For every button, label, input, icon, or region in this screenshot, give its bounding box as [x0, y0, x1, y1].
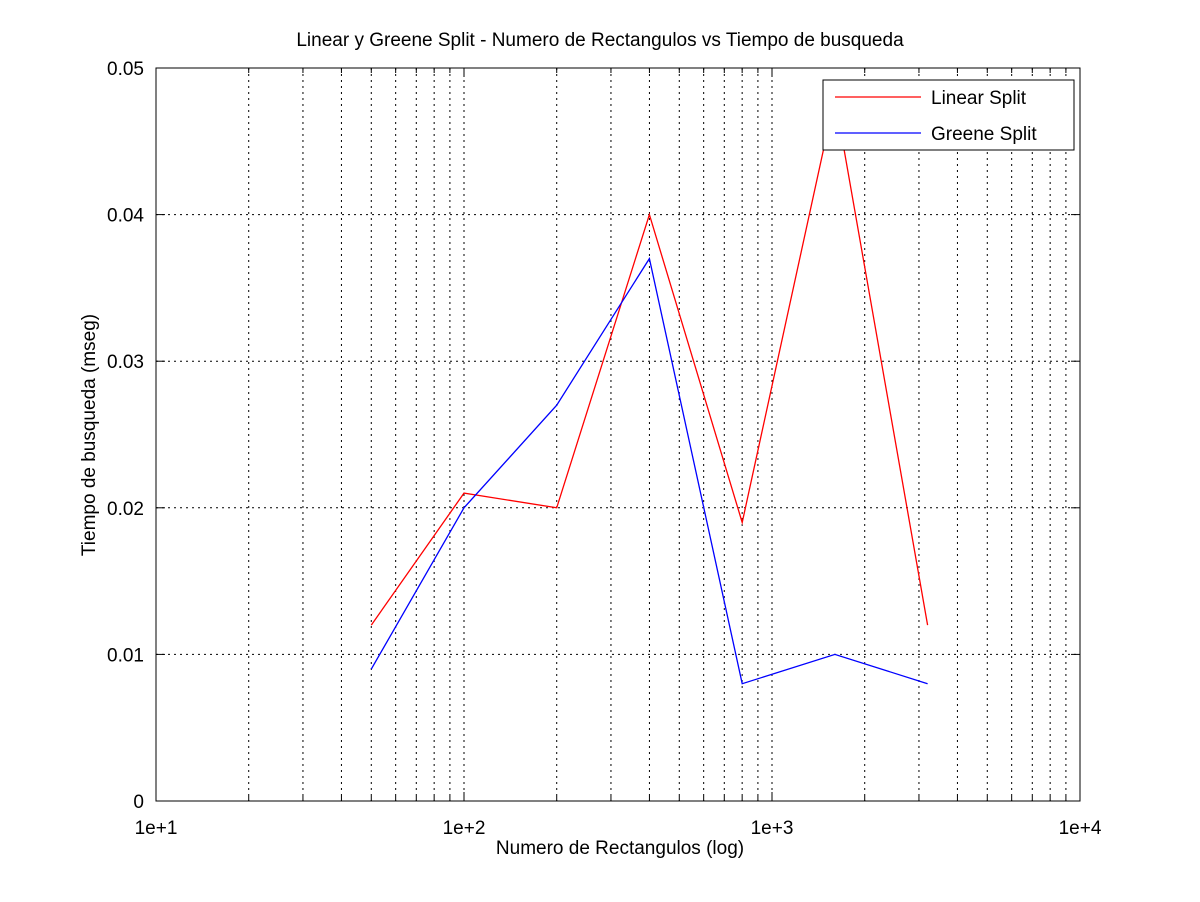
- axes: 1e+1 1e+2 1e+3 1e+4 0 0.01 0.02 0.03 0.04 0.05: [107, 59, 1102, 839]
- x-tick-label: 1e+4: [1059, 818, 1102, 839]
- x-tick-label: 1e+2: [443, 818, 486, 839]
- grid: [156, 68, 1080, 801]
- y-tick-label: 0.02: [107, 499, 144, 520]
- plot-frame: [155, 67, 1081, 802]
- x-tick-label: 1e+3: [751, 818, 794, 839]
- y-tick-label: 0.03: [107, 352, 144, 373]
- y-tick-label: 0: [133, 792, 144, 813]
- series-line-greene-split: [370, 256, 928, 685]
- chart-title: Linear y Greene Split - Numero de Rectan…: [296, 30, 904, 51]
- y-tick-label: 0.05: [107, 59, 144, 80]
- legend-label: Greene Split: [931, 124, 1037, 145]
- legend-label: Linear Split: [931, 88, 1027, 109]
- series-lines: [370, 97, 929, 685]
- legend-box: [822, 79, 1075, 151]
- y-tick-label: 0.01: [107, 645, 144, 666]
- y-tick-label: 0.04: [107, 206, 144, 227]
- x-axis-label: Numero de Rectangulos (log): [495, 838, 745, 859]
- x-tick-label: 1e+1: [135, 818, 178, 839]
- legend: Linear Split Greene Split: [822, 79, 1075, 151]
